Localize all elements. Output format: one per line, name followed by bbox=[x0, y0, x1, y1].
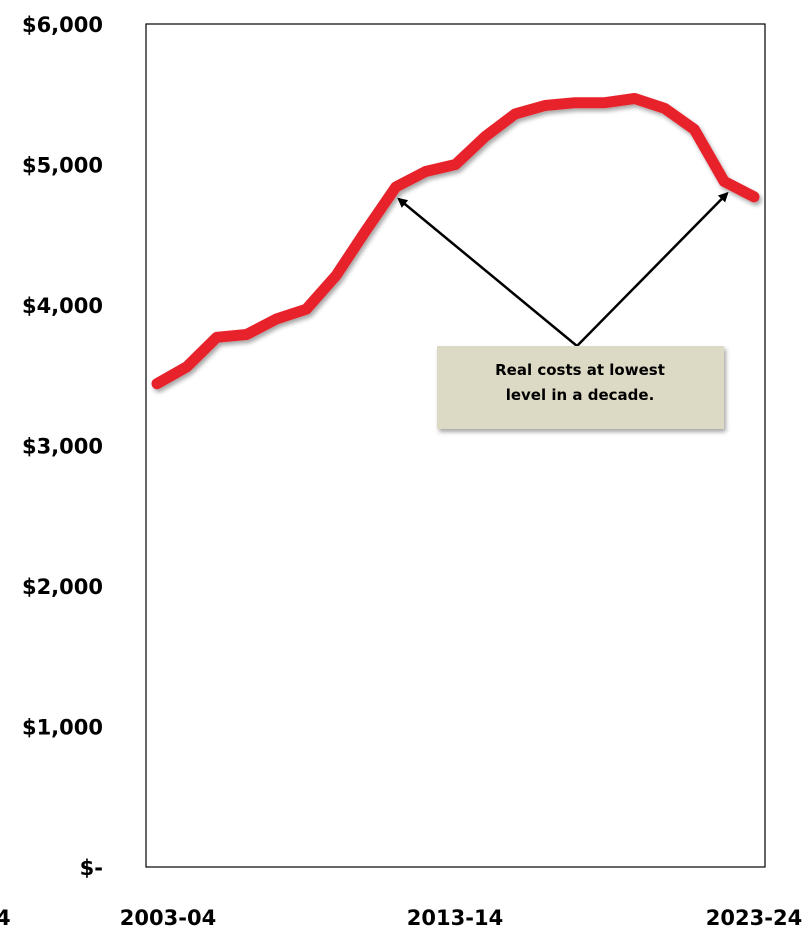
callout-box bbox=[437, 346, 724, 429]
y-tick-label: $6,000 bbox=[22, 13, 103, 37]
callout-line-1: Real costs at lowest bbox=[495, 361, 665, 379]
annotation-arrow bbox=[397, 197, 578, 347]
y-tick-label: $5,000 bbox=[22, 154, 103, 178]
y-axis-tick-labels: $- $1,000 $2,000 $3,000 $4,000 $5,000 $6,000 bbox=[22, 13, 103, 880]
annotation-arrows bbox=[397, 191, 729, 347]
y-tick-label: $- bbox=[80, 856, 103, 880]
y-tick-label: $4,000 bbox=[22, 294, 103, 318]
annotation-arrow bbox=[576, 191, 729, 347]
y-tick-label: $2,000 bbox=[22, 575, 103, 599]
annotation-callout: Real costs at lowest level in a decade. bbox=[437, 346, 724, 429]
callout-line-2: level in a decade. bbox=[506, 386, 655, 404]
x-tick-label: 2003-04 bbox=[120, 906, 216, 930]
plot-area-frame bbox=[145, 23, 766, 868]
x-tick-label: 2013-14 bbox=[407, 906, 503, 930]
x-tick-label: 2023-24 bbox=[706, 906, 802, 930]
series-line bbox=[151, 93, 760, 390]
y-tick-label: $3,000 bbox=[22, 435, 103, 459]
cropped-left-label: 4 bbox=[0, 906, 11, 930]
y-tick-label: $1,000 bbox=[22, 716, 103, 740]
x-axis-tick-labels: 2003-04 2013-14 2023-24 bbox=[120, 906, 802, 930]
